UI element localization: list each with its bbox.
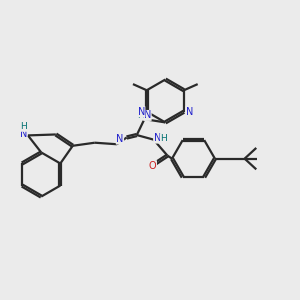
Text: H: H xyxy=(160,134,167,142)
Text: N: N xyxy=(137,107,145,117)
Text: N: N xyxy=(186,107,193,117)
Text: N: N xyxy=(144,110,151,120)
Text: N: N xyxy=(116,134,124,144)
Text: H: H xyxy=(20,122,27,131)
Text: O: O xyxy=(149,161,157,171)
Text: N: N xyxy=(20,129,27,139)
Text: H: H xyxy=(137,111,144,120)
Text: N: N xyxy=(154,133,161,143)
